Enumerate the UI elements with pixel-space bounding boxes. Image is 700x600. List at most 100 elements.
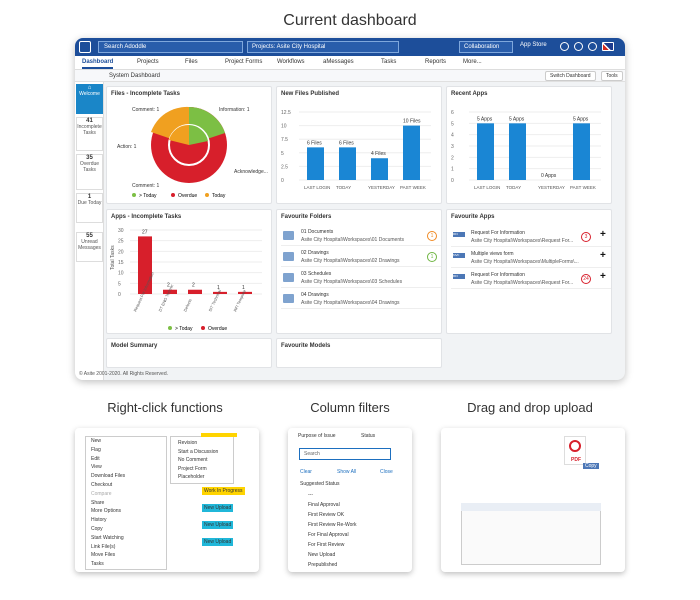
favourite-models-card: Favourite Models bbox=[276, 338, 442, 368]
close-filter-button[interactable]: Close bbox=[380, 469, 393, 475]
context-menu-item[interactable]: Start Watching bbox=[91, 534, 124, 541]
status-filter-option[interactable]: Prepublished bbox=[308, 562, 338, 568]
status-filter-option[interactable]: Final Approval bbox=[308, 502, 340, 508]
legend-marker bbox=[201, 326, 205, 330]
context-menu-item[interactable]: Copy bbox=[91, 526, 103, 532]
search-input[interactable]: Search Adoddle bbox=[98, 41, 243, 53]
help-icon[interactable] bbox=[574, 42, 583, 51]
context-menu-item[interactable]: More Options bbox=[91, 508, 122, 515]
nav-files[interactable]: Files bbox=[185, 59, 198, 65]
nav-tasks[interactable]: Tasks bbox=[381, 59, 397, 65]
context-menu-item[interactable]: View bbox=[91, 464, 102, 471]
submenu-item[interactable]: Placeholder bbox=[178, 474, 205, 480]
tick-label: 2 bbox=[451, 155, 454, 161]
y-axis-label: Total Tasks bbox=[110, 245, 116, 270]
context-menu-item[interactable]: Tasks bbox=[91, 561, 104, 568]
status-filter-option[interactable]: For First Review bbox=[308, 542, 345, 548]
submenu-item[interactable]: Revision bbox=[178, 440, 198, 446]
data-label: 6 Files bbox=[307, 140, 322, 146]
bell-icon[interactable] bbox=[560, 42, 569, 51]
context-menu-item[interactable]: Checkout bbox=[91, 482, 113, 488]
nav-reports[interactable]: Reports bbox=[425, 59, 447, 65]
status-badge: Work In Progress bbox=[202, 487, 245, 495]
dashboard-title: System Dashboard bbox=[109, 73, 161, 79]
status-filter-option[interactable]: First Review Re-Work bbox=[308, 522, 357, 528]
add-icon[interactable]: + bbox=[600, 250, 606, 261]
nav-workflows[interactable]: Workflows bbox=[277, 59, 305, 65]
context-menu-item[interactable]: Move Files bbox=[91, 552, 116, 559]
bar bbox=[307, 147, 324, 180]
sidebar-item-overdue-tasks[interactable]: 35 Overdue Tasks bbox=[76, 154, 103, 190]
add-icon[interactable]: + bbox=[600, 271, 606, 282]
nav-project-forms[interactable]: Project Forms bbox=[225, 59, 263, 65]
collaboration-button[interactable]: Collaboration bbox=[459, 41, 513, 53]
context-menu-item[interactable]: Edit bbox=[91, 455, 100, 462]
folder-row[interactable]: 02 Drawings Asite City Hospital\Workspace… bbox=[281, 248, 441, 267]
submenu-item[interactable]: Start a Discussion bbox=[178, 448, 219, 455]
sidebar-item-unread-messages[interactable]: 55 Unread Messages bbox=[76, 232, 103, 262]
tick-label: 5 bbox=[118, 281, 121, 287]
folder-row[interactable]: 03 Schedules Asite City Hospital\Workspac… bbox=[281, 269, 441, 288]
status-search-input[interactable]: Search bbox=[304, 451, 320, 457]
project-select[interactable]: Projects: Asite City Hospital bbox=[247, 41, 399, 53]
context-menu-item[interactable]: History bbox=[91, 517, 107, 524]
data-label: 5 Apps bbox=[509, 116, 525, 122]
category-label: PAST WEEK bbox=[570, 185, 596, 190]
tick-label: 10 bbox=[281, 124, 287, 130]
context-menu-item[interactable]: Flag bbox=[91, 446, 101, 453]
column-filters-screenshot: Purpose of Issue Status Search Clear Sho… bbox=[288, 428, 412, 572]
svg-text:Action: 1: Action: 1 bbox=[117, 144, 137, 150]
status-filter-option[interactable]: First Review OK bbox=[308, 512, 345, 518]
show-all-button[interactable]: Show All bbox=[337, 469, 357, 475]
tick-label: 5 bbox=[281, 151, 284, 157]
data-label: 1 bbox=[217, 285, 220, 291]
favourite-app-row[interactable]: RFI Request For Information Asite City Hos… bbox=[451, 270, 611, 289]
user-icon[interactable] bbox=[588, 42, 597, 51]
submenu-item[interactable]: Project Form bbox=[178, 465, 207, 472]
tick-label: 1 bbox=[451, 167, 454, 173]
apps-incomplete-card: Apps - Incomplete Tasks 0 5 10 15 20 25 30 Tota… bbox=[106, 209, 272, 334]
suggested-status-label: Suggested Status bbox=[300, 481, 340, 487]
category-label: TODAY bbox=[506, 185, 521, 190]
add-icon[interactable]: + bbox=[600, 229, 606, 240]
purpose-column-header[interactable]: Purpose of Issue bbox=[298, 433, 336, 439]
category-label: DT ENG Technic bbox=[157, 283, 174, 312]
tools-button[interactable]: Tools bbox=[601, 71, 623, 81]
switch-dashboard-button[interactable]: Switch Dashboard bbox=[545, 71, 596, 81]
status-badge: New Upload bbox=[202, 538, 234, 546]
folder-row[interactable]: 04 Drawings Asite City Hospital\Workspace… bbox=[281, 290, 441, 309]
context-menu-item[interactable]: Compare bbox=[91, 490, 112, 497]
context-menu-item[interactable]: Link File(s) bbox=[91, 543, 116, 550]
status-filter-option[interactable]: For Final Approval bbox=[308, 532, 349, 538]
sidebar-item-due-today[interactable]: 1 Due Today bbox=[76, 193, 103, 223]
status-filter-option[interactable]: New Upload bbox=[308, 552, 336, 558]
new-files-bar-chart: 0 2.5 5 7.5 10 12.5 6 Files LAST LOGIN 6 Files TO… bbox=[281, 110, 431, 190]
status-column-header[interactable]: Status bbox=[361, 433, 376, 439]
category-label: TODAY bbox=[336, 185, 351, 190]
folder-row[interactable]: 01 Documents Asite City Hospital\Workspac… bbox=[281, 227, 441, 246]
nav-amessages[interactable]: aMessages bbox=[323, 59, 354, 65]
status-filter-option[interactable]: --- bbox=[308, 492, 313, 498]
app-logo[interactable] bbox=[79, 41, 91, 53]
tick-label: 30 bbox=[118, 228, 124, 234]
submenu-item[interactable]: No Comment bbox=[178, 457, 208, 463]
tick-label: 20 bbox=[118, 249, 124, 255]
favourite-app-row[interactable]: RFI Request For Information Asite City Hos… bbox=[451, 228, 611, 247]
nav-projects[interactable]: Projects bbox=[137, 59, 159, 65]
nav-more[interactable]: More... bbox=[463, 59, 482, 65]
sidebar-item-welcome[interactable]: ⌂ Welcome bbox=[76, 84, 103, 114]
right-click-label: Right-click functions bbox=[107, 400, 223, 415]
context-menu-item[interactable]: New bbox=[91, 438, 102, 444]
files-incomplete-card: Files - Incomplete Tasks Comment: 1 Info… bbox=[106, 86, 272, 204]
context-menu-item[interactable]: Download Files bbox=[91, 473, 126, 480]
nav-dashboard[interactable]: Dashboard bbox=[82, 59, 114, 69]
favourite-app-row[interactable]: MVF Multiple views form Asite City Hospita… bbox=[451, 249, 611, 268]
flag-icon[interactable] bbox=[602, 42, 614, 51]
tick-label: 0 bbox=[281, 178, 284, 184]
tick-label: 2.5 bbox=[281, 164, 288, 170]
clear-filter-button[interactable]: Clear bbox=[300, 469, 312, 475]
context-menu-item[interactable]: Share bbox=[91, 499, 105, 506]
app-store-link[interactable]: App Store bbox=[520, 42, 547, 48]
sidebar-item-incomplete-tasks[interactable]: 41 Incomplete Tasks bbox=[76, 117, 103, 151]
